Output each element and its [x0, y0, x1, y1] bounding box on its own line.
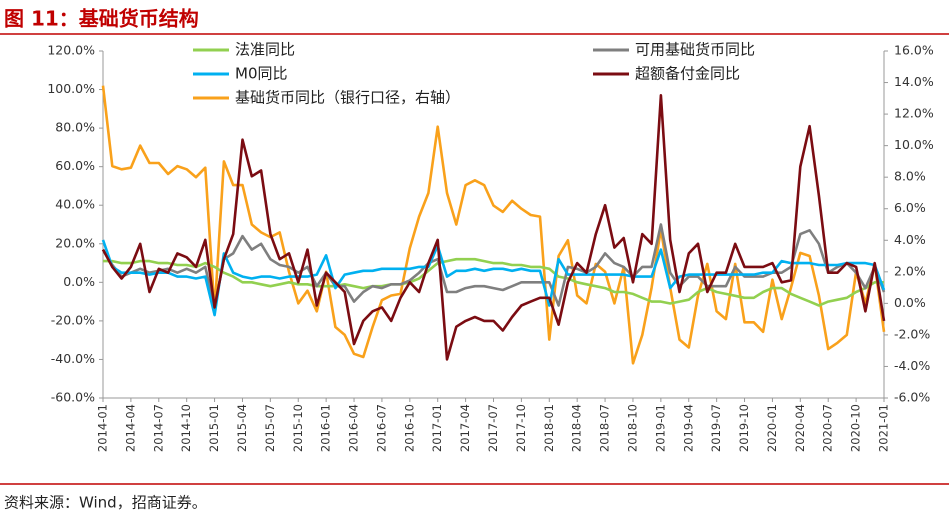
y2-tick-label: -2.0% [894, 326, 930, 341]
y-tick-label: -20.0% [51, 312, 95, 327]
legend-label: 法准同比 [235, 41, 295, 59]
x-tick-label: 2015-04 [235, 404, 249, 452]
x-tick-label: 2018-07 [598, 404, 612, 452]
x-tick-label: 2020-04 [793, 404, 807, 452]
x-tick-label: 2014-04 [123, 404, 137, 452]
y-tick-label: 80.0% [55, 120, 95, 135]
x-tick-label: 2020-10 [849, 404, 863, 452]
x-tick-label: 2021-01 [877, 404, 891, 452]
x-tick-label: 2014-10 [179, 404, 193, 452]
x-tick-label: 2016-04 [347, 404, 361, 452]
x-tick-label: 2015-07 [263, 404, 277, 452]
y2-tick-label: 6.0% [894, 200, 926, 215]
series-line [101, 85, 886, 365]
y2-tick-label: 16.0% [894, 43, 934, 58]
source: 资料来源：Wind，招商证券。 [4, 494, 207, 512]
series-line [101, 239, 886, 317]
x-tick-label: 2019-07 [709, 404, 723, 452]
y-tick-label: 0.0% [63, 274, 95, 289]
legend-label: 基础货币同比（银行口径，右轴） [235, 89, 460, 107]
y-tick-label: 100.0% [47, 81, 95, 96]
x-tick-label: 2020-07 [821, 404, 835, 452]
series-line [101, 223, 886, 309]
x-tick-label: 2018-04 [570, 404, 584, 452]
legend-label: M0同比 [235, 65, 288, 83]
x-tick-label: 2019-10 [737, 404, 751, 452]
y2-tick-label: 14.0% [894, 74, 934, 89]
y-tick-label: 40.0% [55, 197, 95, 212]
y-tick-label: -40.0% [51, 351, 95, 366]
x-tick-label: 2016-10 [402, 404, 416, 452]
x-tick-label: 2014-01 [96, 404, 110, 452]
y-tick-label: 60.0% [55, 158, 95, 173]
x-tick-label: 2018-01 [542, 404, 556, 452]
series-line [103, 257, 884, 307]
x-tick-label: 2016-07 [374, 404, 388, 452]
x-tick-label: 2020-01 [765, 404, 779, 452]
y-tick-label: 120.0% [47, 43, 95, 58]
chart-title: 图 11：基础货币结构 [4, 7, 199, 31]
x-tick-label: 2017-07 [486, 404, 500, 452]
y2-tick-label: 8.0% [894, 169, 926, 184]
x-tick-label: 2017-04 [458, 404, 472, 452]
x-tick-label: 2015-01 [207, 404, 221, 452]
x-tick-label: 2017-01 [430, 404, 444, 452]
y2-tick-label: 2.0% [894, 263, 926, 278]
x-tick-label: 2018-10 [625, 404, 639, 452]
legend-label: 超额备付金同比 [635, 65, 740, 83]
series-line [101, 94, 886, 361]
y2-tick-label: 10.0% [894, 137, 934, 152]
x-tick-label: 2019-04 [681, 404, 695, 452]
x-tick-label: 2015-10 [291, 404, 305, 452]
y-tick-label: -60.0% [51, 390, 95, 405]
y2-tick-label: -4.0% [894, 358, 930, 373]
legend-label: 可用基础货币同比 [635, 41, 755, 59]
y2-tick-label: 4.0% [894, 232, 926, 247]
y2-tick-label: 12.0% [894, 106, 934, 121]
y2-tick-label: 0.0% [894, 295, 926, 310]
x-tick-label: 2014-07 [151, 404, 165, 452]
y2-tick-label: -6.0% [894, 390, 930, 405]
x-tick-label: 2017-10 [514, 404, 528, 452]
x-tick-label: 2019-01 [653, 404, 667, 452]
y-tick-label: 20.0% [55, 235, 95, 250]
x-tick-label: 2016-01 [319, 404, 333, 452]
